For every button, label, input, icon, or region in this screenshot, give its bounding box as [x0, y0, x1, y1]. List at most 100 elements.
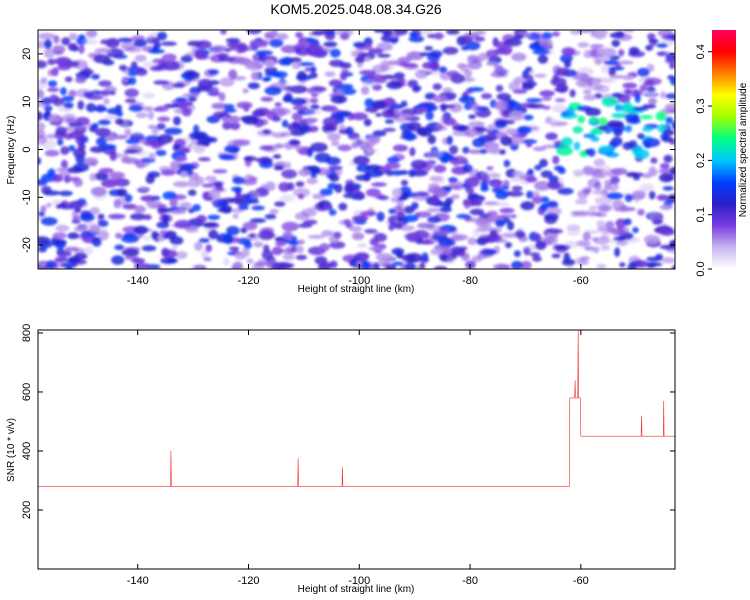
- heatmap-cell: [38, 122, 46, 132]
- heatmap-cell: [323, 41, 338, 48]
- heatmap-cell: [539, 196, 550, 203]
- heatmap-cell: [98, 80, 112, 87]
- heatmap-cell: [335, 110, 352, 117]
- heatmap-cell: [165, 230, 177, 240]
- heatmap-cell: [40, 77, 48, 84]
- heatmap-cell: [573, 210, 590, 217]
- heatmap-y-axis: -20 -10 0 10 20: [21, 48, 675, 253]
- heatmap-cell: [446, 135, 453, 145]
- heatmap-cell: [51, 67, 59, 77]
- heatmap-cell: [505, 242, 512, 249]
- heatmap-cell: [124, 98, 137, 104]
- heatmap-cell: [365, 169, 384, 178]
- heatmap-cell: [190, 264, 204, 269]
- heatmap-cell: [600, 164, 612, 172]
- heatmap-cell: [371, 182, 387, 187]
- heatmap-cell: [527, 74, 534, 84]
- heatmap-cell: [486, 166, 494, 171]
- heatmap-cell: [310, 173, 318, 179]
- heatmap-cell: [281, 221, 300, 232]
- heatmap-cell: [38, 134, 48, 145]
- heatmap-cell: [234, 252, 246, 260]
- heatmap-cell: [656, 194, 669, 201]
- heatmap-cell: [76, 126, 88, 131]
- heatmap-cell: [521, 260, 532, 269]
- heatmap-cell: [212, 169, 228, 174]
- heatmap-cell: [589, 116, 598, 123]
- heatmap-cell: [56, 250, 72, 257]
- heatmap-cell: [78, 44, 85, 54]
- heatmap-cell: [337, 83, 354, 90]
- heatmap-cell: [68, 89, 77, 98]
- heatmap-cell: [121, 234, 140, 243]
- heatmap-cell: [135, 112, 148, 119]
- heatmap-cell: [407, 79, 419, 88]
- heatmap-cell: [628, 46, 640, 55]
- heatmap-cell: [318, 261, 333, 268]
- heatmap-cell: [466, 87, 485, 92]
- heatmap-cell: [409, 32, 418, 38]
- heatmap-cell: [338, 202, 348, 211]
- heatmap-cell: [271, 246, 283, 256]
- heatmap-cell: [426, 225, 442, 231]
- snr-panel: -140 -120 -100 -80 -60 200 400 600 800 Height o…: [6, 324, 676, 595]
- heatmap-cell: [584, 246, 595, 251]
- heatmap-cell: [556, 83, 569, 94]
- heatmap-cell: [624, 194, 633, 202]
- heatmap-cell: [546, 206, 562, 216]
- heatmap-cell: [47, 87, 60, 93]
- heatmap-cell: [52, 45, 66, 54]
- heatmap-cell: [232, 176, 246, 185]
- heatmap-cell: [639, 84, 648, 92]
- heatmap-cell: [270, 30, 279, 37]
- heatmap-cell: [368, 134, 381, 145]
- heatmap-cell: [151, 37, 161, 43]
- heatmap-cell: [271, 262, 286, 269]
- heatmap-cell: [339, 88, 357, 95]
- heatmap-cell: [121, 248, 140, 257]
- heatmap-cell: [587, 148, 596, 157]
- heatmap-cell: [319, 188, 333, 196]
- heatmap-cell: [295, 245, 304, 254]
- heatmap-cell: [109, 171, 125, 179]
- heatmap-cell: [314, 152, 331, 163]
- heatmap-cell: [375, 112, 382, 117]
- heatmap-cell: [433, 265, 448, 269]
- heatmap-cell: [221, 116, 230, 123]
- y-tick-label: 800: [21, 324, 33, 342]
- heatmap-cell: [468, 168, 480, 177]
- heatmap-cell: [244, 60, 261, 70]
- heatmap-cell: [402, 62, 418, 68]
- heatmap-cell: [173, 108, 191, 114]
- heatmap-cell: [499, 207, 515, 214]
- heatmap-cell: [650, 157, 658, 164]
- heatmap-cell: [385, 264, 397, 269]
- heatmap-cell: [85, 30, 98, 38]
- heatmap-cell: [450, 194, 460, 200]
- heatmap-cell: [510, 260, 524, 269]
- heatmap-cell: [251, 109, 266, 118]
- heatmap-cell: [133, 225, 149, 235]
- heatmap-cell: [356, 243, 368, 248]
- heatmap-cell: [471, 255, 482, 263]
- heatmap-cell: [258, 230, 275, 241]
- heatmap-cell: [450, 234, 468, 241]
- heatmap-cell: [539, 158, 548, 168]
- heatmap-cell: [551, 253, 561, 259]
- heatmap-cell: [47, 58, 56, 66]
- heatmap-cell: [264, 59, 276, 68]
- snr-series-line: [38, 330, 675, 487]
- heatmap-cell: [178, 100, 188, 110]
- heatmap-cell: [329, 260, 338, 269]
- heatmap-cell: [294, 144, 303, 151]
- heatmap-cell: [322, 117, 340, 127]
- heatmap-cell: [98, 167, 114, 174]
- heatmap-cell: [646, 86, 656, 93]
- heatmap-cell: [155, 149, 167, 157]
- heatmap-cell: [295, 47, 311, 56]
- heatmap-cell: [525, 176, 538, 183]
- heatmap-cell: [280, 45, 299, 54]
- heatmap-cell: [438, 238, 456, 247]
- heatmap-cell: [541, 96, 552, 102]
- heatmap-cell: [364, 147, 378, 155]
